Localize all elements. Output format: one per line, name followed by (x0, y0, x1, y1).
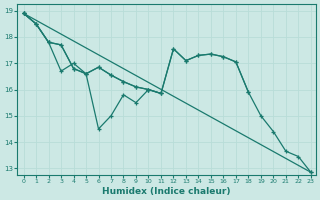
X-axis label: Humidex (Indice chaleur): Humidex (Indice chaleur) (102, 187, 231, 196)
